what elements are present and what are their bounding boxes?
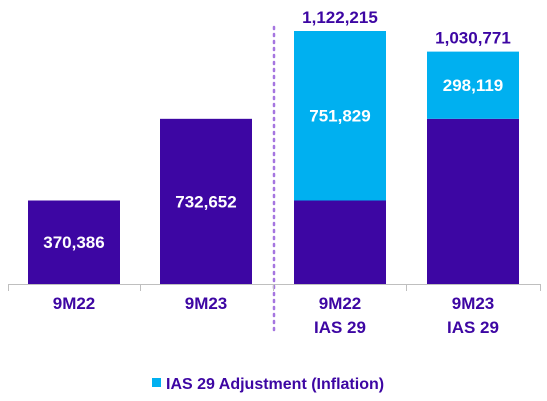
bar-4-segment-2 [427,51,519,119]
bar-3-total-label: 1,122,215 [302,8,378,27]
legend: IAS 29 Adjustment (Inflation) [152,376,384,393]
bar-2-value-label: 732,652 [175,192,236,211]
bar-4-value-label: 298,119 [443,76,504,95]
bars-layer [28,31,519,284]
bar-4-total-label: 1,030,771 [435,29,511,48]
bar-3-segment-1 [294,200,386,284]
category-label-3-line-1: 9M22 [319,294,362,313]
value-labels-layer: 370,386 732,652 751,829 298,119 [43,76,503,252]
x-axis-category-labels: 9M22 9M23 9M22 IAS 29 9M23 IAS 29 [53,294,499,337]
bar-2-segment-1 [160,118,252,284]
legend-label: IAS 29 Adjustment (Inflation) [166,376,384,393]
category-label-4-line-1: 9M23 [452,294,495,313]
category-label-2-line-1: 9M23 [185,294,228,313]
category-label-4-line-2: IAS 29 [447,318,499,337]
legend-swatch [152,378,161,387]
bar-3-segment-2 [294,31,386,201]
x-axis-ticks [8,284,541,291]
bar-1-value-label: 370,386 [43,233,104,252]
bar-1-segment-1 [28,200,120,284]
category-label-1-line-1: 9M22 [53,294,96,313]
bar-4-segment-1 [427,118,519,284]
totals-layer: 1,122,215 1,030,771 [302,8,511,48]
category-label-3-line-2: IAS 29 [314,318,366,337]
bar-3-value-label: 751,829 [309,107,370,126]
